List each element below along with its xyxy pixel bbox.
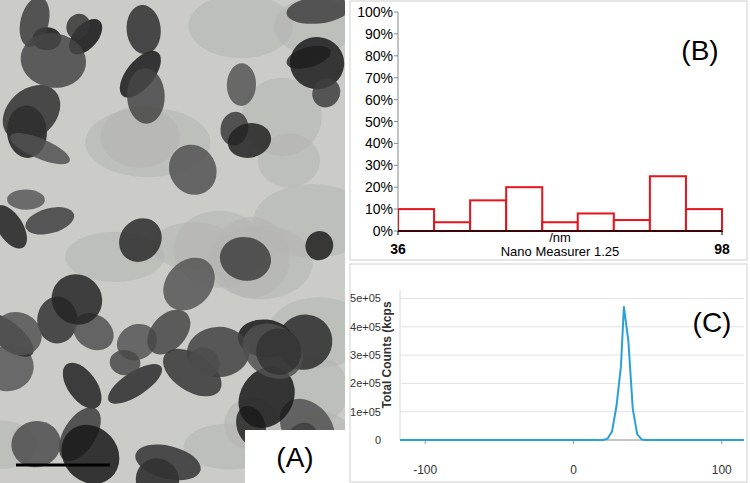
y-tick [394, 99, 398, 100]
y-tick [394, 121, 398, 122]
panel-c: 0 1e+05 2e+05 3e+05 4e+05 5e+05 -100 0 100 Total … [350, 264, 747, 482]
panel-label: (A) [276, 442, 313, 473]
y-tick-label: 0 [375, 434, 381, 446]
x-tick-label: 0 [570, 463, 577, 477]
particle [125, 4, 163, 56]
panel-frame [350, 1, 747, 260]
y-tick-label: 4e+05 [350, 321, 381, 333]
particle [132, 438, 205, 483]
particle [126, 68, 166, 125]
x-tick [722, 231, 723, 235]
y-tick [394, 143, 398, 144]
particle [216, 233, 275, 286]
grid-line [400, 298, 744, 299]
particle [153, 247, 226, 321]
panel-b: 0% 10% 20% 30% 40% 50% 60% 70% 80% 90% 100% 36 98/nm… [350, 1, 747, 260]
panel-frame [350, 264, 747, 482]
grid-line [400, 383, 744, 384]
x-tick-label: 36 [390, 241, 406, 257]
y-tick-label: 30% [365, 157, 393, 173]
particle [7, 189, 45, 210]
particle [249, 322, 308, 382]
y-tick [394, 33, 398, 34]
y-tick-label: 0% [373, 223, 393, 239]
particle [160, 136, 226, 204]
particle [55, 356, 109, 416]
bar [434, 222, 470, 231]
y-tick [394, 55, 398, 56]
bar [470, 200, 506, 231]
particle [110, 210, 170, 271]
y-tick-label: 50% [365, 114, 393, 130]
y-tick [394, 12, 398, 13]
particle [108, 348, 142, 377]
particle [182, 341, 225, 384]
y-tick [394, 187, 398, 188]
particle [232, 312, 313, 390]
bars [398, 176, 722, 231]
particle [302, 227, 337, 263]
particle [0, 304, 49, 364]
bar [578, 213, 614, 231]
x-tick [398, 231, 399, 235]
panel-label: (B) [681, 35, 718, 66]
y-tick-label: 10% [365, 201, 393, 217]
y-tick-label: 3e+05 [350, 349, 381, 361]
x-tick-label: 98 [714, 241, 730, 257]
panel-a: (A) [0, 0, 372, 483]
scale-bar [16, 464, 110, 467]
y-tick-label: 70% [365, 70, 393, 86]
y-axis-title: Total Counts (kcps [380, 301, 394, 408]
bar [650, 176, 686, 231]
micrograph [0, 0, 345, 483]
bar [398, 209, 434, 231]
particle [224, 119, 274, 162]
y-tick-label: 80% [365, 48, 393, 64]
particle [285, 0, 345, 27]
x-axis-title: /nm [549, 230, 571, 245]
particle [226, 63, 257, 107]
grid-line [400, 355, 744, 356]
label-box [245, 430, 345, 483]
line [400, 307, 744, 440]
x-tick-label: -100 [413, 463, 437, 477]
panel-label: (C) [693, 307, 732, 338]
y-tick-label: 5e+05 [350, 292, 381, 304]
y-tick [394, 209, 398, 210]
x-tick-label: 100 [712, 463, 732, 477]
y-tick [394, 231, 398, 232]
y-tick-label: 60% [365, 92, 393, 108]
bar [506, 187, 542, 231]
y-tick-label: 20% [365, 179, 393, 195]
bar [614, 220, 650, 231]
particle [307, 73, 345, 113]
y-axis [400, 290, 401, 440]
figure: (A) 0% 10% 20% 30% 40% 50% 60% 70% 80% 90% 100% 36 98… [0, 0, 750, 483]
annotation: Nano Measurer 1.25 [501, 244, 620, 259]
particle [49, 413, 131, 483]
y-tick [394, 77, 398, 78]
particle [0, 200, 34, 255]
y-tick-label: 90% [365, 26, 393, 42]
grid-line [400, 411, 744, 412]
y-tick-label: 40% [365, 135, 393, 151]
y-tick-label: 2e+05 [350, 377, 381, 389]
y-tick [394, 165, 398, 166]
particle [41, 264, 112, 335]
y-tick-label: 100% [357, 4, 393, 20]
y-tick-label: 1e+05 [350, 406, 381, 418]
series [400, 307, 744, 440]
particle [62, 10, 94, 43]
bar [686, 209, 722, 231]
particle [6, 127, 73, 171]
